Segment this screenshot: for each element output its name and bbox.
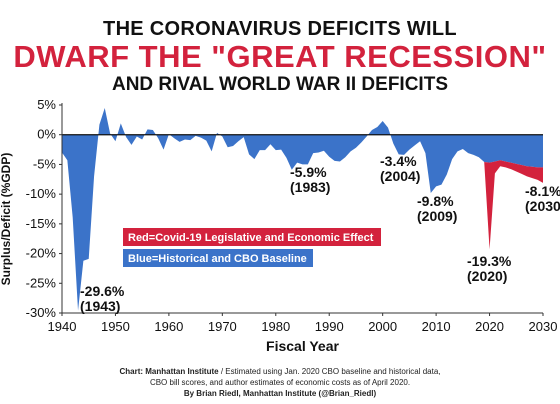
annotation-value: -19.3% bbox=[467, 253, 512, 269]
footer-source-line: Chart: Manhattan Institute / Estimated u… bbox=[0, 366, 560, 377]
x-tick-label: 2020 bbox=[475, 319, 504, 334]
y-tick-label: -25% bbox=[26, 275, 57, 290]
annotation-year: (2020) bbox=[467, 268, 507, 284]
covid-effect-area bbox=[484, 160, 543, 250]
legend-label: Red=Covid-19 Legislative and Economic Ef… bbox=[128, 232, 374, 244]
annotation-year: (2004) bbox=[380, 168, 420, 184]
x-tick-label: 2000 bbox=[368, 319, 397, 334]
annotation-value: -9.8% bbox=[417, 193, 454, 209]
annotation-value: -29.6% bbox=[80, 283, 125, 299]
x-tick-label: 1950 bbox=[101, 319, 130, 334]
y-tick-label: 5% bbox=[37, 97, 56, 112]
y-axis-title: Surplus/Deficit (%GDP) bbox=[0, 153, 13, 286]
footer-source-label: Chart: Manhattan Institute bbox=[119, 367, 219, 376]
y-tick-label: -5% bbox=[33, 156, 57, 171]
x-tick-label: 1960 bbox=[154, 319, 183, 334]
historical-baseline-area bbox=[62, 107, 543, 311]
annotation-year: (2030) bbox=[525, 198, 560, 214]
y-tick-label: 0% bbox=[37, 127, 56, 142]
footer-line-2: CBO bill scores, and author estimates of… bbox=[149, 378, 411, 387]
headline-line-3: AND RIVAL WORLD WAR II DEFICITS bbox=[111, 74, 448, 95]
footer-source-text: / Estimated using Jan. 2020 CBO baseline… bbox=[218, 367, 441, 376]
legend-swatch-1 bbox=[123, 249, 313, 267]
footer-byline: By Brian Riedl, Manhattan Institute (@Br… bbox=[183, 389, 377, 398]
chart-footer: Chart: Manhattan Institute / Estimated u… bbox=[0, 366, 560, 399]
x-tick-label: 1980 bbox=[261, 319, 290, 334]
x-tick-label: 2010 bbox=[422, 319, 451, 334]
y-tick-label: -15% bbox=[26, 216, 57, 231]
legend-swatch-0 bbox=[123, 228, 381, 246]
y-tick-label: -30% bbox=[26, 305, 57, 320]
annotation-value: -8.1% bbox=[525, 183, 560, 199]
x-tick-label: 1970 bbox=[208, 319, 237, 334]
x-tick-label: 1990 bbox=[315, 319, 344, 334]
legend-label: Blue=Historical and CBO Baseline bbox=[128, 253, 307, 265]
annotation-year: (1983) bbox=[290, 179, 330, 195]
x-axis-title: Fiscal Year bbox=[266, 338, 339, 354]
x-tick-label: 1940 bbox=[48, 319, 77, 334]
y-tick-label: -20% bbox=[26, 246, 57, 261]
y-tick-label: -10% bbox=[26, 186, 57, 201]
annotation-year: (1943) bbox=[80, 298, 120, 314]
annotation-value: -3.4% bbox=[380, 153, 417, 169]
headline-line-1: THE CORONAVIRUS DEFICITS WILL bbox=[103, 18, 457, 40]
x-tick-label: 2030 bbox=[529, 319, 558, 334]
annotation-value: -5.9% bbox=[290, 164, 327, 180]
annotation-year: (2009) bbox=[417, 208, 457, 224]
headline-line-2: DWARF THE "GREAT RECESSION" bbox=[13, 39, 547, 74]
